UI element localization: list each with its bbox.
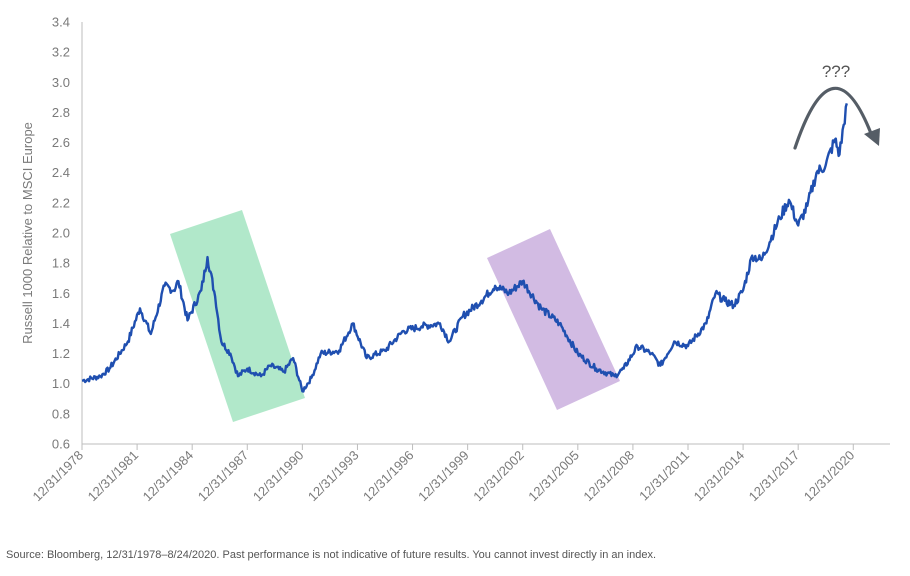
y-tick-label: 2.4	[52, 165, 70, 180]
series-line-1	[81, 103, 848, 393]
x-tick-label: 12/31/1984	[140, 448, 197, 505]
source-note: Source: Bloomberg, 12/31/1978–8/24/2020.…	[6, 549, 657, 561]
y-tick-label: 1.8	[52, 256, 70, 271]
y-tick-label: 3.4	[52, 15, 70, 30]
x-tick-label: 12/31/1978	[29, 448, 86, 505]
y-tick-label: 2.6	[52, 135, 70, 150]
y-tick-label: 1.6	[52, 286, 70, 301]
x-tick-label: 12/31/2014	[691, 448, 748, 505]
highlight-band-1	[170, 210, 305, 422]
highlight-band-2	[487, 229, 620, 410]
x-tick-label: 12/31/1996	[360, 448, 417, 505]
y-tick-label: 0.6	[52, 437, 70, 452]
x-tick-label: 12/31/2017	[746, 448, 803, 505]
line-chart: 0.6 0.8 1.0 1.2 1.4 1.6 1.8 2.0 2.2 2.4 2.6 2.8 3.0 3…	[20, 15, 890, 505]
x-tick-label: 12/31/1993	[305, 448, 362, 505]
y-axis-title: Russell 1000 Relative to MSCI Europe	[20, 122, 35, 344]
x-tick-label: 12/31/2002	[470, 448, 527, 505]
y-tick-label: 0.8	[52, 406, 70, 421]
x-tick-label: 12/31/2008	[580, 448, 637, 505]
x-tick-label: 12/31/1990	[250, 448, 307, 505]
annotation-label: ???	[822, 62, 850, 81]
x-tick-label: 12/31/1999	[415, 448, 472, 505]
y-tick-label: 1.0	[52, 376, 70, 391]
y-tick-label: 2.0	[52, 226, 70, 241]
y-tick-label: 1.4	[52, 316, 70, 331]
x-tick-label: 12/31/1981	[85, 448, 142, 505]
y-tick-label: 3.0	[52, 75, 70, 90]
x-tick-label: 12/31/1987	[195, 448, 252, 505]
y-tick-label: 3.2	[52, 45, 70, 60]
arrow-head-icon	[864, 128, 880, 146]
y-tick-label: 2.8	[52, 105, 70, 120]
x-tick-label: 12/31/2005	[525, 448, 582, 505]
y-tick-label: 2.2	[52, 195, 70, 210]
curved-arrow	[793, 86, 874, 150]
x-tick-label: 12/31/2020	[801, 448, 858, 505]
x-tick-label: 12/31/2011	[636, 448, 692, 504]
y-tick-label: 1.2	[52, 346, 70, 361]
